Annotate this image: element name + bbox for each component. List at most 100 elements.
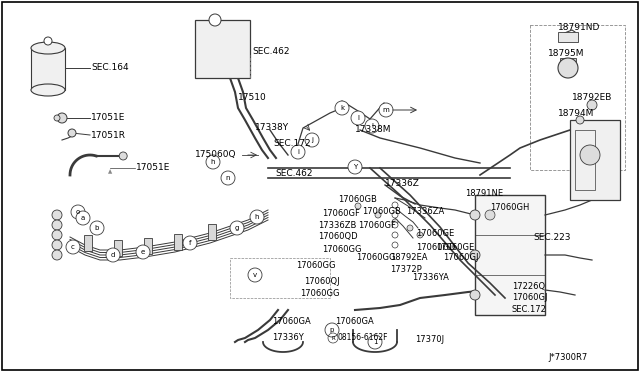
Circle shape [57,113,67,123]
Text: f: f [189,240,191,246]
Circle shape [375,212,381,218]
Text: 17338Y: 17338Y [255,124,289,132]
Text: 17060GD: 17060GD [416,243,456,251]
Text: 17060GB: 17060GB [338,196,377,205]
Text: 17370J: 17370J [415,336,444,344]
Ellipse shape [31,84,65,96]
Text: p: p [330,327,334,333]
Circle shape [392,222,398,228]
Circle shape [392,242,398,248]
Circle shape [206,155,220,169]
Bar [114,240,122,256]
Circle shape [305,133,319,147]
Circle shape [470,210,480,220]
Text: k: k [340,105,344,111]
Circle shape [71,205,85,219]
Text: 17060GE: 17060GE [436,243,474,251]
Bar [174,234,182,250]
Text: n: n [226,175,230,181]
Circle shape [52,250,62,260]
Text: 17336Y: 17336Y [272,334,304,343]
Text: 17060GG: 17060GG [300,289,339,298]
Text: 17051E: 17051E [136,164,170,173]
Circle shape [44,37,52,45]
Text: 17372P: 17372P [390,264,422,273]
Text: c: c [71,244,75,250]
Text: Y: Y [353,164,357,170]
Circle shape [52,210,62,220]
Text: a: a [81,215,85,221]
Circle shape [355,203,361,209]
Circle shape [183,236,197,250]
Text: R: R [331,336,335,340]
Circle shape [558,58,578,78]
Text: h: h [255,214,259,220]
Circle shape [76,211,90,225]
Text: 18795M: 18795M [548,48,584,58]
Text: 17060GF: 17060GF [322,208,360,218]
Bar [530,25,625,170]
Text: 08156-6162F: 08156-6162F [338,334,388,343]
Text: i: i [297,149,299,155]
Circle shape [52,230,62,240]
Circle shape [52,240,62,250]
Circle shape [368,335,382,349]
Circle shape [209,14,221,26]
Bar [195,20,250,78]
Text: 17060QJ: 17060QJ [304,278,340,286]
Text: m: m [383,107,389,113]
Ellipse shape [31,42,65,54]
Text: o: o [76,209,80,215]
Bar [475,195,545,315]
Circle shape [54,115,60,121]
Text: 17060GB: 17060GB [362,208,401,217]
Text: 18794M: 18794M [558,109,595,118]
Circle shape [470,290,480,300]
Bar [84,235,92,251]
Circle shape [392,232,398,238]
Text: 17336ZB: 17336ZB [318,221,356,230]
Text: 18791NE: 18791NE [465,189,503,198]
Text: b: b [95,225,99,231]
Text: 17060GA: 17060GA [272,317,311,327]
Text: v: v [253,272,257,278]
Circle shape [392,219,398,225]
Text: e: e [141,249,145,255]
Text: h: h [211,159,215,165]
Text: 17060GA: 17060GA [335,317,374,327]
Text: SEC.164: SEC.164 [91,64,129,73]
Text: SEC.223: SEC.223 [533,234,570,243]
Text: l: l [357,115,359,121]
Text: 17226Q: 17226Q [512,282,545,292]
Circle shape [407,225,413,231]
Bar [558,32,578,42]
Bar [144,238,152,254]
Circle shape [417,232,423,238]
Bar [31,48,65,90]
Circle shape [119,152,127,160]
Text: 17060GG: 17060GG [296,262,335,270]
Circle shape [392,212,398,218]
Text: 1: 1 [372,339,377,345]
Circle shape [379,103,393,117]
Circle shape [66,240,80,254]
Circle shape [90,221,104,235]
Text: 17060GE: 17060GE [416,230,454,238]
Bar [208,224,216,240]
Text: J*7300R7: J*7300R7 [548,353,588,362]
Bar [230,258,330,298]
Text: SEC.462: SEC.462 [275,169,312,177]
Text: 17336ZA: 17336ZA [406,208,444,217]
Circle shape [325,323,339,337]
Text: j: j [311,137,313,143]
Text: 17060QD: 17060QD [318,231,358,241]
Circle shape [248,268,262,282]
Text: SEC.462: SEC.462 [252,48,289,57]
Bar [570,120,620,200]
Text: g: g [235,225,239,231]
Text: 175060Q: 175060Q [195,151,237,160]
Circle shape [485,210,495,220]
Circle shape [470,250,480,260]
Text: SEC.172: SEC.172 [273,138,310,148]
Text: 17060GG: 17060GG [356,253,396,262]
